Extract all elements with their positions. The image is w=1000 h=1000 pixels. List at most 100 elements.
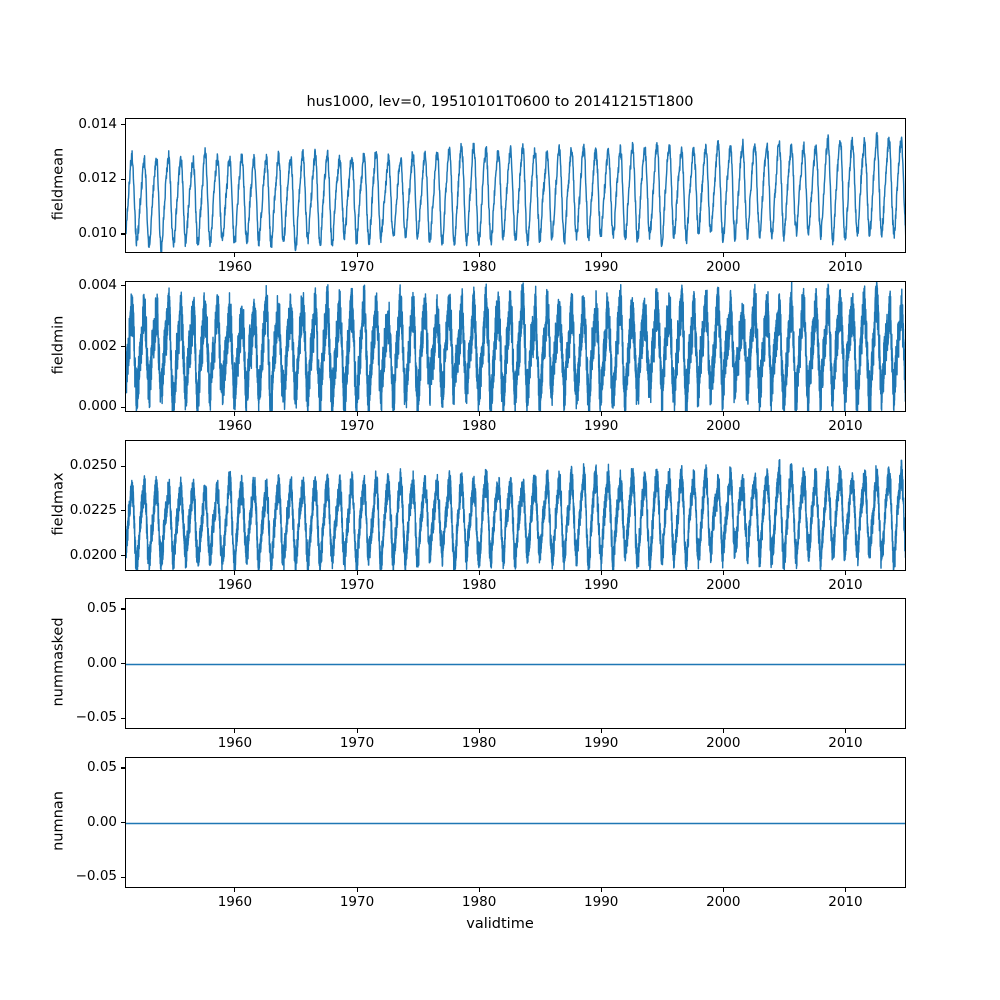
x-axis-label: validtime <box>466 916 534 932</box>
y-tick-mark <box>121 510 125 512</box>
y-tick-label: 0.000 <box>78 398 117 415</box>
x-tick-mark <box>722 253 724 257</box>
x-tick-mark <box>600 571 602 575</box>
x-tick-label: 1980 <box>461 259 497 275</box>
plot-panel-fieldmin <box>125 281 906 412</box>
x-tick-label: 2000 <box>706 577 741 593</box>
plot-panel-nummasked <box>125 598 906 729</box>
x-tick-label: 1970 <box>339 259 375 275</box>
plot-line-fieldmean <box>126 119 905 252</box>
x-tick-label: 1980 <box>461 735 497 751</box>
y-tick-label: 0.010 <box>78 224 117 241</box>
y-tick-mark <box>121 233 125 235</box>
x-tick-mark <box>234 729 236 733</box>
x-tick-mark <box>356 888 358 892</box>
plot-line-nummasked <box>126 599 905 728</box>
x-tick-label: 1980 <box>461 577 497 593</box>
x-tick-label: 2000 <box>706 418 741 434</box>
y-tick-mark <box>121 876 125 878</box>
x-tick-mark <box>844 888 847 892</box>
x-tick-mark <box>234 888 236 892</box>
y-tick-label: 0.0250 <box>69 457 117 474</box>
x-tick-mark <box>844 253 847 257</box>
y-tick-label: 0.004 <box>78 276 117 293</box>
y-tick-label: 0.014 <box>78 115 117 132</box>
x-tick-mark <box>478 412 480 416</box>
x-tick-mark <box>478 888 480 892</box>
y-tick-label: 0.05 <box>86 599 117 616</box>
x-tick-mark <box>722 729 724 733</box>
y-tick-mark <box>121 555 125 557</box>
plot-line-numnan <box>126 758 905 887</box>
x-tick-mark <box>234 253 236 257</box>
x-tick-label: 1990 <box>584 418 619 434</box>
x-tick-mark <box>600 888 602 892</box>
x-tick-label: 1960 <box>217 418 253 434</box>
y-tick-mark <box>121 285 125 287</box>
x-tick-label: 1970 <box>339 418 375 434</box>
y-tick-label: 0.0225 <box>69 501 117 518</box>
x-tick-label: 1990 <box>584 259 619 275</box>
x-tick-mark <box>722 412 724 416</box>
y-tick-label: 0.0200 <box>69 546 117 563</box>
x-tick-mark <box>722 888 724 892</box>
x-tick-label: 2000 <box>706 735 741 751</box>
y-tick-mark <box>121 717 125 719</box>
x-tick-mark <box>844 571 847 575</box>
plot-panel-fieldmean <box>125 118 906 253</box>
y-tick-label: 0.05 <box>86 758 117 775</box>
x-tick-mark <box>600 253 602 257</box>
x-tick-mark <box>234 412 236 416</box>
y-tick-mark <box>121 346 125 348</box>
x-tick-mark <box>844 729 847 733</box>
y-tick-mark <box>121 608 125 610</box>
y-tick-mark <box>121 178 125 180</box>
y-tick-mark <box>121 663 125 665</box>
y-tick-mark <box>121 406 125 408</box>
plot-line-fieldmax <box>126 441 905 570</box>
y-tick-label: 0.002 <box>78 337 117 354</box>
x-tick-label: 2000 <box>706 894 741 910</box>
plot-panel-numnan <box>125 757 906 888</box>
plot-panel-fieldmax <box>125 440 906 571</box>
x-tick-label: 1990 <box>584 577 619 593</box>
x-tick-label: 1990 <box>584 735 619 751</box>
y-tick-label: −0.05 <box>75 709 117 726</box>
x-tick-label: 1960 <box>217 894 253 910</box>
y-tick-label: −0.05 <box>75 868 117 885</box>
plot-line-fieldmin <box>126 282 905 411</box>
x-tick-mark <box>844 412 847 416</box>
x-tick-label: 2000 <box>706 259 741 275</box>
x-tick-label: 1970 <box>339 894 375 910</box>
y-tick-mark <box>121 822 125 824</box>
y-axis-label-numnan: numnan <box>50 790 66 851</box>
y-tick-mark <box>121 465 125 467</box>
y-tick-mark <box>121 124 125 126</box>
x-tick-mark <box>356 412 358 416</box>
y-tick-label: 0.00 <box>86 654 117 671</box>
y-tick-mark <box>121 767 125 769</box>
x-tick-label: 1960 <box>217 259 253 275</box>
x-tick-label: 1980 <box>461 894 497 910</box>
x-tick-mark <box>356 253 358 257</box>
x-tick-label: 2010 <box>828 418 863 434</box>
x-tick-label: 1960 <box>217 577 253 593</box>
x-tick-mark <box>356 571 358 575</box>
x-tick-label: 1980 <box>461 418 497 434</box>
x-tick-mark <box>478 729 480 733</box>
x-tick-label: 2010 <box>828 259 863 275</box>
x-tick-mark <box>478 253 480 257</box>
x-tick-label: 1970 <box>339 577 375 593</box>
x-tick-mark <box>356 729 358 733</box>
x-tick-label: 1960 <box>217 735 253 751</box>
x-tick-mark <box>478 571 480 575</box>
x-tick-mark <box>600 729 602 733</box>
x-tick-label: 1990 <box>584 894 619 910</box>
x-tick-label: 2010 <box>828 894 863 910</box>
y-tick-label: 0.012 <box>78 170 117 187</box>
x-tick-mark <box>234 571 236 575</box>
x-tick-mark <box>600 412 602 416</box>
figure-title: hus1000, lev=0, 19510101T0600 to 2014121… <box>306 94 694 110</box>
y-tick-label: 0.00 <box>86 813 117 830</box>
